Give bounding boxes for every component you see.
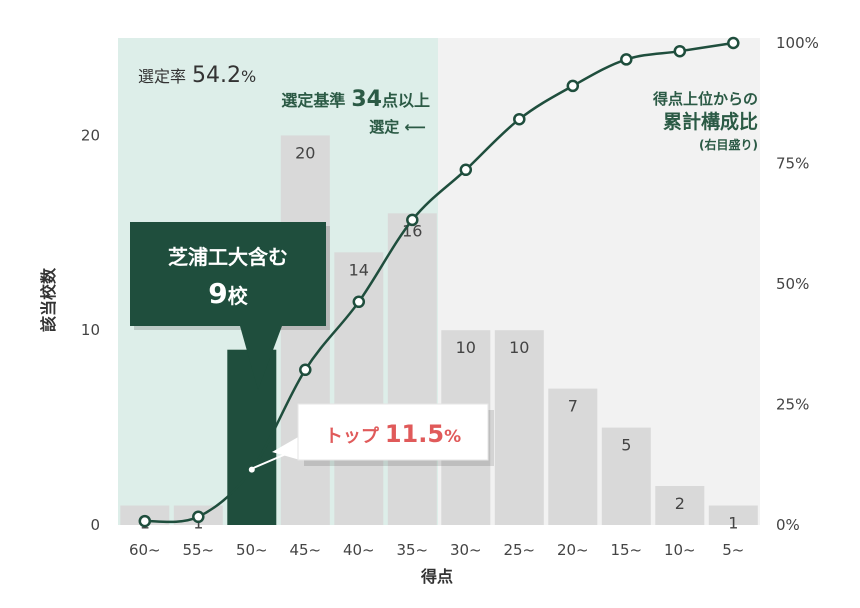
bar-label-group: 1120141610107521 bbox=[140, 143, 739, 532]
bar-40~ bbox=[334, 252, 384, 526]
x-tick-label: 55~ bbox=[182, 541, 214, 559]
bar-value-label: 14 bbox=[349, 260, 369, 279]
cumulative-point bbox=[620, 53, 633, 66]
y2-axis-ticks: 0% 25% 50% 75% 100% bbox=[776, 34, 819, 534]
selection-rate-prefix: 選定率 bbox=[138, 67, 186, 86]
top-callout-unit: % bbox=[444, 427, 461, 447]
selection-rate-unit: % bbox=[241, 67, 256, 86]
highlight-callout-pointer bbox=[240, 326, 282, 390]
highlight-callout-line1: 芝浦工大含む bbox=[168, 245, 288, 269]
bar-value-label: 2 bbox=[675, 494, 685, 513]
criteria-suffix: 点以上 bbox=[382, 91, 430, 110]
y-axis-ticks: 0 10 20 bbox=[81, 126, 100, 534]
bar-value-label: 5 bbox=[621, 436, 631, 455]
criteria-line2: 選定 ⟵ bbox=[369, 118, 426, 136]
x-tick-label: 10~ bbox=[664, 541, 696, 559]
highlight-callout-unit: 校 bbox=[228, 284, 249, 308]
x-tick-label: 35~ bbox=[396, 541, 428, 559]
cumulative-note-line3: (右目盛り) bbox=[699, 137, 758, 152]
top-callout-pointer bbox=[272, 436, 300, 460]
bar-10~ bbox=[655, 486, 705, 525]
top-callout-label: トップ bbox=[325, 425, 380, 447]
cumulative-point bbox=[352, 295, 366, 309]
bar-20~ bbox=[548, 388, 598, 525]
highlight-callout-box bbox=[130, 222, 326, 326]
y2-tick-label: 25% bbox=[776, 396, 809, 414]
selection-rate: 選定率 54.2% bbox=[138, 63, 256, 88]
x-tick-label: 45~ bbox=[289, 541, 321, 559]
y2-tick-label: 50% bbox=[776, 275, 809, 293]
bar-value-label: 1 bbox=[728, 514, 738, 533]
y-tick-label: 0 bbox=[90, 516, 100, 534]
bar-45~ bbox=[280, 135, 330, 525]
x-tick-label: 25~ bbox=[503, 541, 535, 559]
y-tick-label: 20 bbox=[81, 126, 100, 144]
top-callout-value: 11.5 bbox=[385, 420, 444, 448]
y2-tick-label: 0% bbox=[776, 516, 800, 534]
cumulative-point bbox=[727, 36, 740, 50]
bar-value-label: 7 bbox=[568, 397, 578, 416]
bar-value-label: 20 bbox=[295, 143, 315, 162]
highlight-callout-value: 9 bbox=[208, 277, 227, 310]
cumulative-points bbox=[138, 36, 740, 528]
bar-50~ bbox=[227, 349, 277, 525]
x-tick-label: 60~ bbox=[129, 541, 161, 559]
bar-value-label: 10 bbox=[456, 338, 476, 357]
highlight-callout: 芝浦工大含む 9校 bbox=[130, 222, 330, 390]
x-tick-label: 40~ bbox=[343, 541, 375, 559]
bar-15~ bbox=[601, 427, 651, 525]
x-tick-label: 50~ bbox=[236, 541, 268, 559]
cumulative-point bbox=[138, 514, 152, 528]
cumulative-point bbox=[513, 112, 526, 126]
y-tick-label: 10 bbox=[81, 321, 100, 339]
unselected-region-shade bbox=[438, 38, 760, 525]
y2-tick-label: 75% bbox=[776, 155, 809, 173]
x-axis-title: 得点 bbox=[420, 567, 453, 586]
top-callout: トップ 11.5% bbox=[250, 403, 494, 470]
cumulative-point bbox=[192, 510, 205, 524]
x-tick-label: 30~ bbox=[450, 541, 482, 559]
bar-25~ bbox=[494, 330, 544, 525]
selection-rate-value: 54.2 bbox=[192, 63, 241, 88]
cumulative-point bbox=[673, 44, 687, 58]
x-axis-ticks: 60~ 55~ 50~ 45~ 40~ 35~ 30~ 25~ 20~ 15~ 10~ 5~ bbox=[129, 541, 744, 559]
cumulative-note-line2: 累計構成比 bbox=[663, 110, 758, 133]
highlight-callout-line2: 9校 bbox=[208, 277, 248, 310]
y-axis-title: 該当校数 bbox=[39, 267, 58, 332]
cumulative-point bbox=[459, 163, 473, 177]
cumulative-point bbox=[299, 363, 312, 377]
x-tick-label: 5~ bbox=[722, 541, 744, 559]
x-tick-label: 20~ bbox=[557, 541, 589, 559]
criteria-value: 34 bbox=[351, 87, 382, 112]
top-callout-box bbox=[297, 403, 489, 461]
y2-tick-label: 100% bbox=[776, 34, 819, 52]
cumulative-point bbox=[406, 213, 419, 227]
x-tick-label: 15~ bbox=[610, 541, 642, 559]
criteria-prefix: 選定基準 bbox=[281, 91, 345, 110]
cumulative-note-line1: 得点上位からの bbox=[652, 90, 758, 108]
criteria-line1: 選定基準 34点以上 bbox=[281, 87, 430, 112]
top-callout-text: トップ 11.5% bbox=[325, 420, 461, 448]
bar-5~ bbox=[708, 505, 758, 525]
bar-35~ bbox=[387, 213, 437, 526]
bar-value-label: 10 bbox=[509, 338, 529, 357]
cumulative-point bbox=[566, 79, 580, 93]
